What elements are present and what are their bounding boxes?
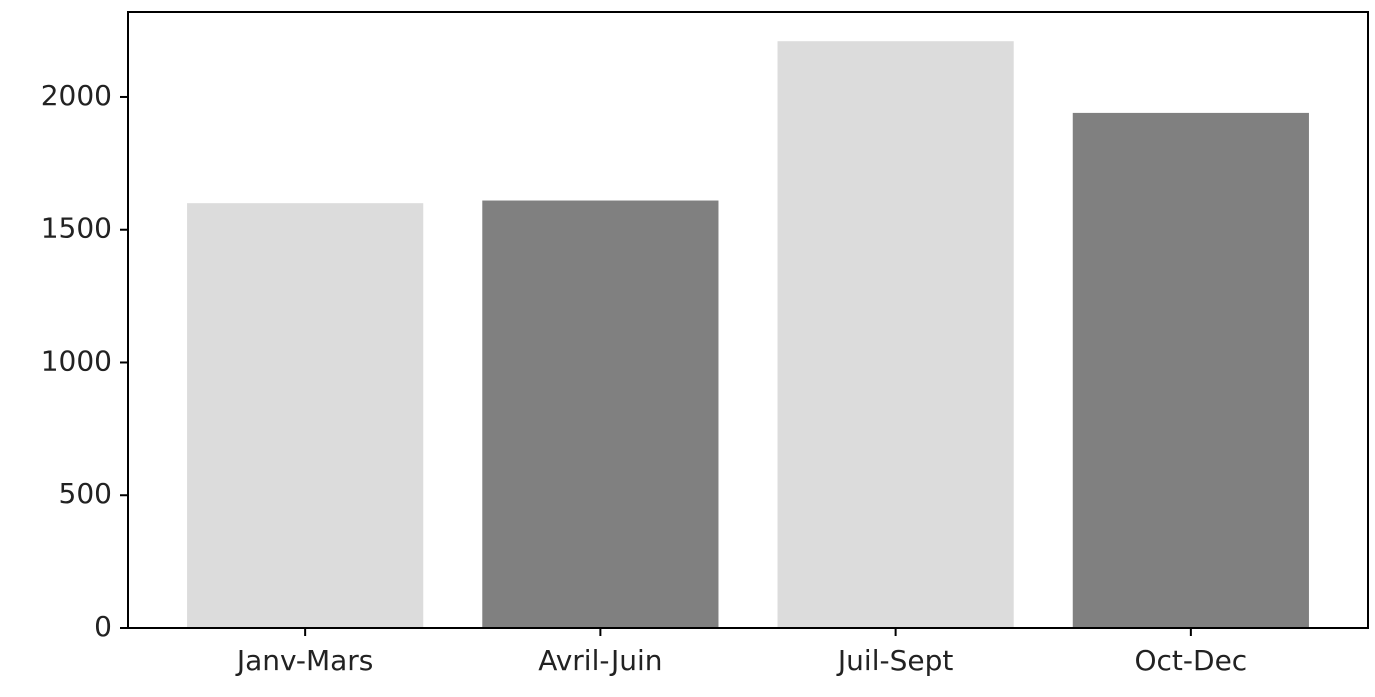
ticks-layer: 0 500 1000 1500 2000 Janv-Mars Avril-Juin Juil-… bbox=[41, 79, 1247, 677]
bar-3 bbox=[1072, 112, 1309, 629]
y-tick-label-2: 1000 bbox=[41, 344, 112, 377]
y-tick-label-1: 500 bbox=[59, 477, 112, 510]
axes-layer bbox=[127, 11, 1369, 629]
bar-2 bbox=[777, 41, 1014, 628]
x-tick-label-1: Avril-Juin bbox=[538, 644, 662, 677]
y-tick-label-4: 2000 bbox=[41, 79, 112, 112]
x-tick-label-2: Juil-Sept bbox=[836, 644, 953, 677]
x-tick-label-0: Janv-Mars bbox=[235, 644, 374, 677]
x-tick-label-3: Oct-Dec bbox=[1135, 644, 1248, 677]
y-tick-label-0: 0 bbox=[94, 610, 112, 643]
bar-0 bbox=[187, 203, 424, 628]
y-tick-label-3: 1500 bbox=[41, 212, 112, 245]
bars-layer bbox=[187, 41, 1309, 629]
plot-frame bbox=[127, 11, 1369, 629]
bar-1 bbox=[482, 200, 719, 628]
